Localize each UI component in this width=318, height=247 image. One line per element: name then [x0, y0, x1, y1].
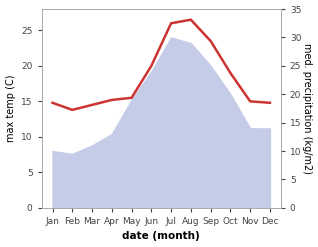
- Y-axis label: med. precipitation (kg/m2): med. precipitation (kg/m2): [302, 43, 313, 174]
- Y-axis label: max temp (C): max temp (C): [5, 75, 16, 142]
- X-axis label: date (month): date (month): [122, 231, 200, 242]
